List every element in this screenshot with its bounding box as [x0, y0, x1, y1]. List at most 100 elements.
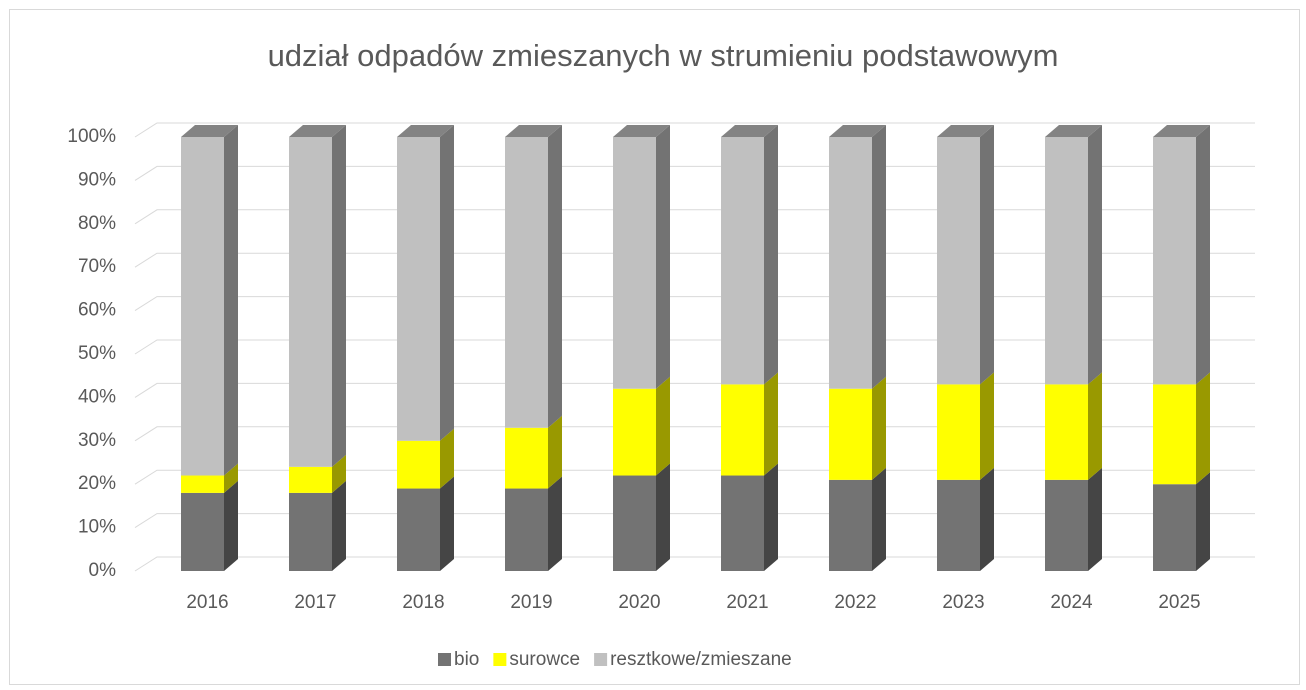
grid-line [134, 252, 1255, 268]
bar-segment [397, 440, 440, 489]
y-tick-label: 10% [78, 517, 116, 538]
bar-side [332, 480, 346, 571]
x-tick-label: 2017 [294, 592, 336, 613]
x-tick-label: 2022 [834, 592, 876, 613]
bar-side [764, 372, 778, 476]
bar-side [656, 125, 670, 389]
bar-segment [1045, 479, 1088, 571]
bar-side [1196, 472, 1210, 571]
bar-side [224, 125, 238, 476]
y-tick-label: 20% [78, 473, 116, 494]
bar-side [872, 125, 886, 389]
bar-segment [829, 388, 872, 480]
bar-top [505, 125, 562, 137]
bar-side [1088, 372, 1102, 480]
bar-side [440, 125, 454, 441]
legend-swatch [594, 653, 608, 666]
bar-segment [1153, 137, 1196, 385]
bar-side [440, 428, 454, 489]
bar-segment [613, 475, 656, 571]
grid-line [134, 382, 1255, 398]
grid-line [134, 513, 1255, 529]
grid-line [134, 209, 1255, 225]
bar-segment [613, 388, 656, 476]
bar-top [181, 125, 238, 137]
bar-side [1196, 372, 1210, 485]
legend-label: bio [454, 649, 479, 670]
x-tick-label: 2021 [726, 592, 768, 613]
y-tick-label: 90% [78, 169, 116, 190]
bar-side [764, 463, 778, 571]
bar-segment [1045, 137, 1088, 385]
y-tick-label: 50% [78, 343, 116, 364]
bar-side [980, 125, 994, 385]
bar-side [548, 476, 562, 571]
bar-segment [289, 466, 332, 493]
bar-side [332, 125, 346, 467]
y-tick-label: 100% [67, 126, 116, 147]
bar-segment [505, 488, 548, 571]
bar-segment [1153, 484, 1196, 571]
bar-top [613, 125, 670, 137]
bar-side [1088, 125, 1102, 385]
legend-label: resztkowe/zmieszane [610, 649, 792, 670]
y-tick-label: 80% [78, 213, 116, 234]
bar-top [1045, 125, 1102, 137]
y-tick-label: 0% [89, 560, 117, 581]
bar-segment [397, 488, 440, 571]
bar-side [548, 125, 562, 428]
bar-segment [721, 475, 764, 571]
bar-segment [829, 137, 872, 389]
legend-label: surowce [509, 649, 580, 670]
y-tick-label: 30% [78, 430, 116, 451]
bar-segment [721, 137, 764, 385]
bar-segment [505, 137, 548, 428]
bar-segment [505, 427, 548, 489]
bar-side [872, 467, 886, 571]
grid-line [134, 165, 1255, 181]
x-tick-label: 2025 [1158, 592, 1200, 613]
y-tick-label: 40% [78, 386, 116, 407]
bar-segment [181, 475, 224, 493]
bar-side [1196, 125, 1210, 385]
bar-side [224, 480, 238, 571]
bar-side [656, 376, 670, 476]
bar-side [1088, 467, 1102, 571]
legend-swatch [493, 653, 507, 666]
x-tick-label: 2024 [1050, 592, 1093, 613]
bar-segment [181, 492, 224, 571]
bar-top [289, 125, 346, 137]
bar-side [224, 463, 238, 493]
bar-segment [829, 479, 872, 571]
bar-segment [937, 137, 980, 385]
y-tick-label: 70% [78, 256, 116, 277]
bar-segment [1153, 384, 1196, 485]
bar-side [764, 125, 778, 385]
bar-top [1153, 125, 1210, 137]
grid-line [134, 469, 1255, 485]
bar-side [980, 372, 994, 480]
bar-side [656, 463, 670, 571]
bar-segment [289, 137, 332, 467]
bar-side [980, 467, 994, 571]
grid-line [134, 426, 1255, 442]
grid-line [134, 556, 1255, 572]
bar-top [937, 125, 994, 137]
x-tick-label: 2019 [510, 592, 552, 613]
x-tick-label: 2018 [402, 592, 444, 613]
bar-side [548, 415, 562, 489]
bar-segment [613, 137, 656, 389]
bar-top [721, 125, 778, 137]
x-tick-label: 2020 [618, 592, 660, 613]
bar-segment [721, 384, 764, 476]
bar-top [397, 125, 454, 137]
bar-segment [289, 492, 332, 571]
legend-swatch [438, 653, 451, 666]
chart-title: udział odpadów zmieszanych w strumieniu … [268, 38, 1059, 73]
bar-segment [397, 137, 440, 441]
bar-segment [1045, 384, 1088, 480]
grid-line [134, 339, 1255, 355]
grid-line [134, 122, 1255, 138]
bar-top [829, 125, 886, 137]
